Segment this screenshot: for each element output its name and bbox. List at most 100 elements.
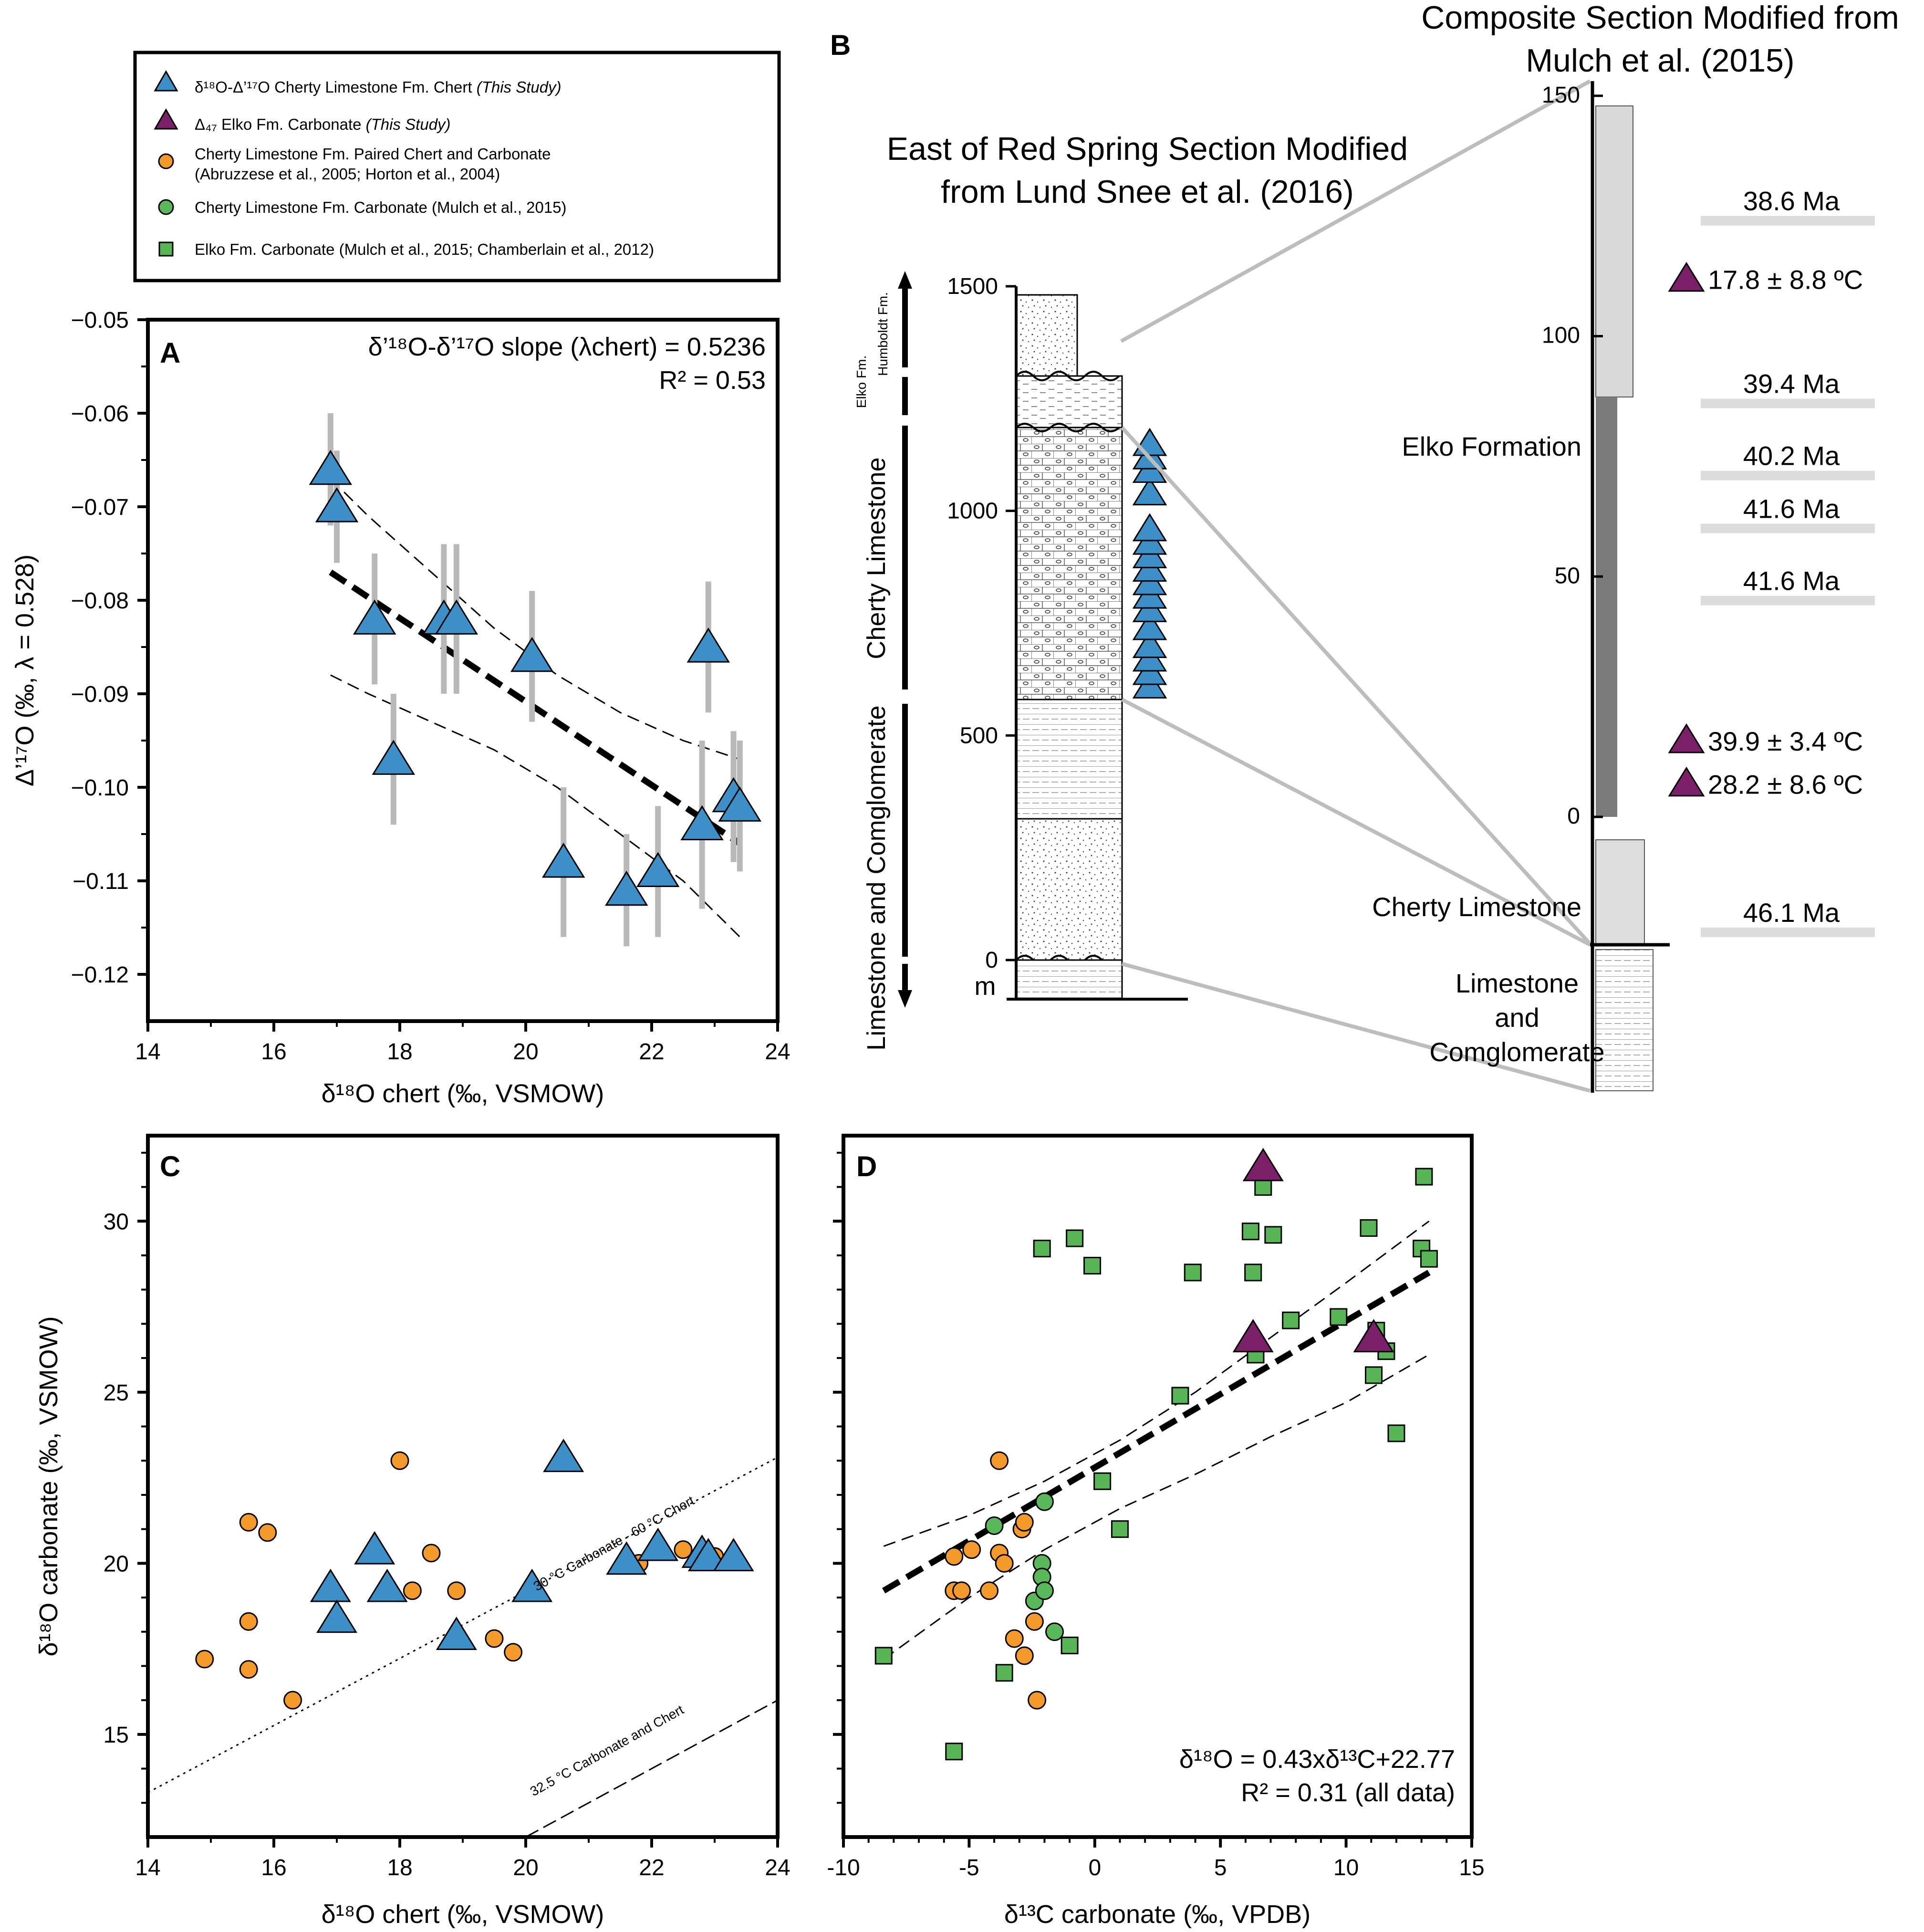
panel-d-d47-point <box>1353 1319 1394 1353</box>
left-scale-label: 0 <box>985 948 998 973</box>
panel-c-orange-point <box>422 1544 441 1563</box>
temperature-triangle <box>1668 766 1705 797</box>
panel-d-equation: δ¹⁸O = 0.43xδ¹³C+22.77 <box>1179 1745 1455 1774</box>
unit-label-humboldt: Humboldt Fm. <box>875 292 890 376</box>
panel-a-ytick-label: −0.09 <box>71 682 129 707</box>
correlation-lines <box>1120 79 1591 1093</box>
legend-label-orange-refs: (Abruzzese et al., 2005; Horton et al., … <box>195 165 500 183</box>
panel-d-elko-square <box>1171 1387 1189 1405</box>
unit-cherty-limestone <box>1015 427 1123 700</box>
panel-d-xtick-label: 15 <box>1459 1855 1484 1880</box>
panel-d-green-point <box>1035 1492 1054 1511</box>
panel-a-ytick-label: −0.05 <box>71 308 129 333</box>
panel-d-ci-lower <box>883 1354 1430 1660</box>
panel-c-frame <box>146 1134 780 1839</box>
panel-a-ytick-label: −0.07 <box>71 495 129 520</box>
legend-symbol-green-circle <box>158 199 174 215</box>
panel-c-xtick-label: 22 <box>639 1855 664 1880</box>
panel-c-xtick-label: 24 <box>765 1855 790 1880</box>
age-marker-bar <box>1701 927 1875 937</box>
panel-c-chert-point <box>637 1527 679 1561</box>
right-unit-and: and <box>1495 1003 1539 1033</box>
panel-d-orange-point <box>1005 1629 1024 1648</box>
panel-d-ci-upper <box>883 1221 1430 1547</box>
panel-d-xtick-label: 5 <box>1214 1855 1227 1880</box>
temperature-label: 17.8 ± 8.8 ºC <box>1708 265 1863 295</box>
panel-a-xtick-label: 22 <box>639 1039 664 1065</box>
panel-a-xlabel: δ¹⁸O chert (‰, VSMOW) <box>322 1079 604 1108</box>
panel-a-xtick-label: 18 <box>387 1039 412 1065</box>
left-column-scale: 0 500 1000 1500 <box>947 274 1016 973</box>
panel-c-points <box>195 1439 754 1710</box>
unit-conglomerate <box>1015 818 1123 961</box>
panel-d-orange-point <box>995 1554 1014 1573</box>
panel-c-axes: 14 16 18 20 22 24 15 20 25 30 <box>104 1151 790 1880</box>
panel-d-elko-square <box>1264 1226 1282 1244</box>
panel-d-orange-point <box>952 1581 971 1600</box>
upper-light-unit <box>1595 105 1633 397</box>
panel-c-chert-point <box>606 1541 647 1575</box>
panel-d-orange-point <box>1015 1646 1034 1665</box>
legend-symbol-orange-circle <box>158 153 174 169</box>
left-scale-label: 500 <box>960 723 998 748</box>
panel-a-xtick-label: 14 <box>135 1039 160 1065</box>
chert-sample-triangle <box>1132 428 1167 456</box>
panel-c-orange-point <box>390 1451 409 1470</box>
panel-d-elko-square <box>1360 1219 1378 1237</box>
unit-label-elko: Elko Fm. <box>854 355 869 408</box>
panel-a-frame <box>146 318 780 1023</box>
legend-symbol-purple-triangle <box>154 108 178 130</box>
panel-a-chert-point <box>718 786 762 822</box>
right-unit-cherty: Cherty Limestone <box>1372 892 1581 922</box>
age-marker-bar <box>1701 398 1875 408</box>
panel-c-ytick-label: 20 <box>104 1551 129 1577</box>
panel-a-ci-upper <box>330 478 740 760</box>
panel-a-ytick-label: −0.11 <box>73 869 129 894</box>
right-column-scale: 0 50 100 150 <box>1542 83 1603 829</box>
chert-sample-triangle <box>1132 513 1167 542</box>
panel-a-ytick-label: −0.10 <box>71 775 129 801</box>
left-section-title-1: East of Red Spring Section Modified <box>887 131 1408 167</box>
panel-a-ytick-label: −0.12 <box>71 962 129 988</box>
temperature-triangle <box>1668 723 1705 753</box>
age-label: 40.2 Ma <box>1743 441 1840 471</box>
left-section-title-2: from Lund Snee et al. (2016) <box>941 174 1354 210</box>
left-scale-unit: m <box>975 972 996 1001</box>
panel-d-elko-square <box>1387 1424 1405 1442</box>
age-label: 46.1 Ma <box>1743 898 1840 928</box>
panel-c-xtick-label: 16 <box>261 1855 286 1880</box>
panel-d-elko-square <box>1184 1264 1202 1282</box>
chert-samples <box>1132 428 1167 699</box>
age-label: 38.6 Ma <box>1743 186 1840 216</box>
panel-c-xlabel: δ¹⁸O chert (‰, VSMOW) <box>322 1900 604 1929</box>
panel-d-elko-square <box>995 1664 1013 1682</box>
left-column <box>1007 286 1188 1001</box>
panel-c: 14 16 18 20 22 24 15 20 25 30 C 30 °C Carbonate -… <box>34 1134 790 1929</box>
chert-sample-triangle <box>1132 612 1167 640</box>
panel-a-points <box>309 413 762 947</box>
chert-sample-triangle <box>1132 477 1167 506</box>
panel-d-orange-point <box>990 1451 1009 1470</box>
panel-d-d47-point <box>1232 1319 1274 1353</box>
arrow-up-head <box>898 271 912 289</box>
panel-d-elko-square <box>1033 1240 1051 1258</box>
panel-d-elko-square <box>1083 1256 1102 1274</box>
right-column <box>1590 81 1670 1093</box>
panel-d-d47-point <box>1242 1148 1284 1181</box>
limestone-conglomerate-unit <box>1595 949 1654 1091</box>
right-section-title-2: Mulch et al. (2015) <box>1526 42 1794 79</box>
panel-d-elko-square <box>1066 1229 1084 1247</box>
panel-c-label-30c: 30 °C Carbonate - 60 °C Chert <box>531 1493 697 1594</box>
panel-a-fit-lines <box>329 478 742 938</box>
panel-d-green-point <box>1035 1581 1054 1600</box>
panel-c-orange-point <box>504 1643 523 1662</box>
panel-a-xtick-label: 20 <box>513 1039 538 1065</box>
panel-c-orange-point <box>239 1513 258 1532</box>
correlation-line-cherty <box>1121 698 1591 947</box>
panel-a-slope-annotation: δ’¹⁸O-δ’¹⁷O slope (λchert) = 0.5236 <box>368 333 766 361</box>
panel-b: B East of Red Spring Section Modified fr… <box>830 0 1899 1093</box>
panel-c-chert-point <box>436 1617 477 1650</box>
panel-d-elko-square <box>874 1647 893 1665</box>
panel-d-orange-point <box>962 1540 981 1559</box>
